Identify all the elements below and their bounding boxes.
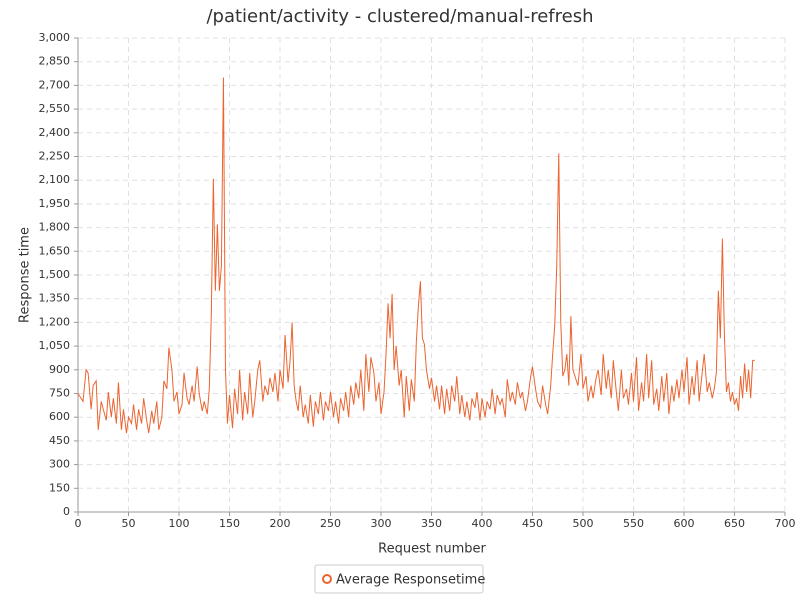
legend-marker [322,574,332,584]
y-axis-label: Response time [18,227,33,323]
y-tick-label: 1,500 [39,268,71,281]
y-tick-label: 1,350 [39,292,71,305]
x-tick-label: 650 [724,517,745,530]
x-axis-label: Request number [378,542,486,557]
y-tick-label: 450 [49,434,70,447]
y-tick-label: 1,200 [39,315,71,328]
y-tick-label: 3,000 [39,31,71,44]
legend: Average Responsetime [314,564,485,594]
y-tick-label: 2,700 [39,78,71,91]
y-tick-label: 1,650 [39,244,71,257]
x-tick-label: 600 [674,517,695,530]
x-tick-label: 450 [522,517,543,530]
y-tick-label: 900 [49,363,70,376]
y-tick-label: 1,050 [39,339,71,352]
x-tick-label: 500 [573,517,594,530]
x-tick-label: 700 [775,517,796,530]
x-tick-label: 50 [122,517,136,530]
y-tick-label: 2,250 [39,150,71,163]
data-line [77,77,755,434]
legend-label: Average Responsetime [336,573,485,588]
x-tick-label: 550 [623,517,644,530]
y-tick-label: 2,100 [39,173,71,186]
y-tick-label: 150 [49,481,70,494]
x-tick-label: 150 [219,517,240,530]
x-tick-label: 400 [472,517,493,530]
x-tick-label: 100 [169,517,190,530]
x-tick-label: 200 [270,517,291,530]
x-tick-label: 250 [320,517,341,530]
x-tick-label: 350 [421,517,442,530]
y-tick-label: 300 [49,458,70,471]
y-tick-label: 2,550 [39,102,71,115]
y-tick-label: 1,800 [39,221,71,234]
y-tick-label: 2,400 [39,126,71,139]
x-tick-label: 0 [75,517,82,530]
x-tick-label: 300 [371,517,392,530]
y-tick-label: 2,850 [39,55,71,68]
y-tick-label: 1,950 [39,197,71,210]
legend-box [314,564,484,594]
y-tick-label: 600 [49,410,70,423]
y-tick-label: 0 [63,505,70,518]
y-tick-label: 750 [49,387,70,400]
chart-title: /patient/activity - clustered/manual-ref… [206,6,593,27]
